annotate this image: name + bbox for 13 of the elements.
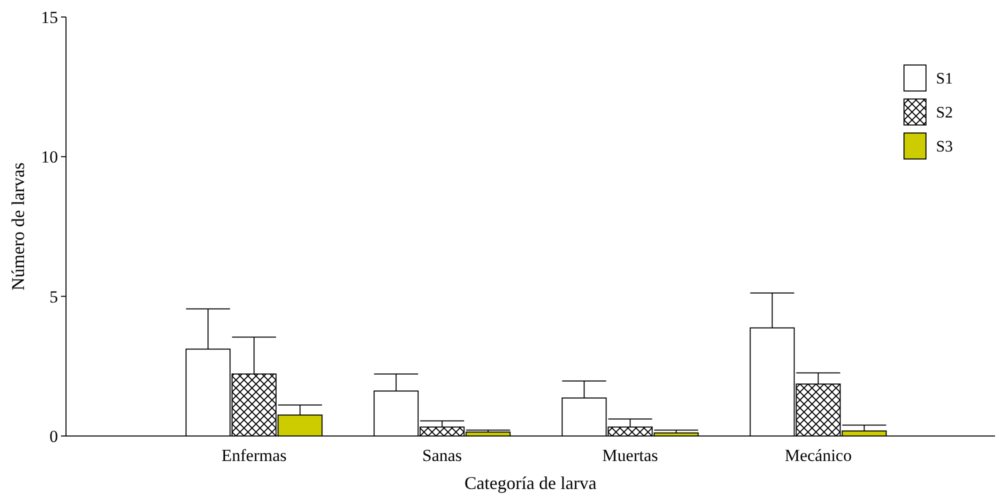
x-tick-label: Sanas [422, 446, 462, 465]
y-tick-label: 0 [50, 426, 58, 446]
legend-label: S2 [936, 104, 953, 122]
legend-label: S1 [936, 70, 953, 88]
y-tick-label: 10 [41, 148, 58, 167]
x-tick-label: Mecánico [784, 446, 852, 465]
y-tick-label: 5 [50, 287, 58, 306]
x-axis-title: Categoría de larva [464, 473, 596, 493]
y-axis-title: Número de larvas [8, 162, 28, 290]
x-tick-label: Muertas [602, 446, 658, 465]
y-tick-label: 15 [41, 8, 58, 27]
x-tick-label: Enfermas [221, 446, 287, 465]
legend-label: S3 [936, 138, 953, 156]
